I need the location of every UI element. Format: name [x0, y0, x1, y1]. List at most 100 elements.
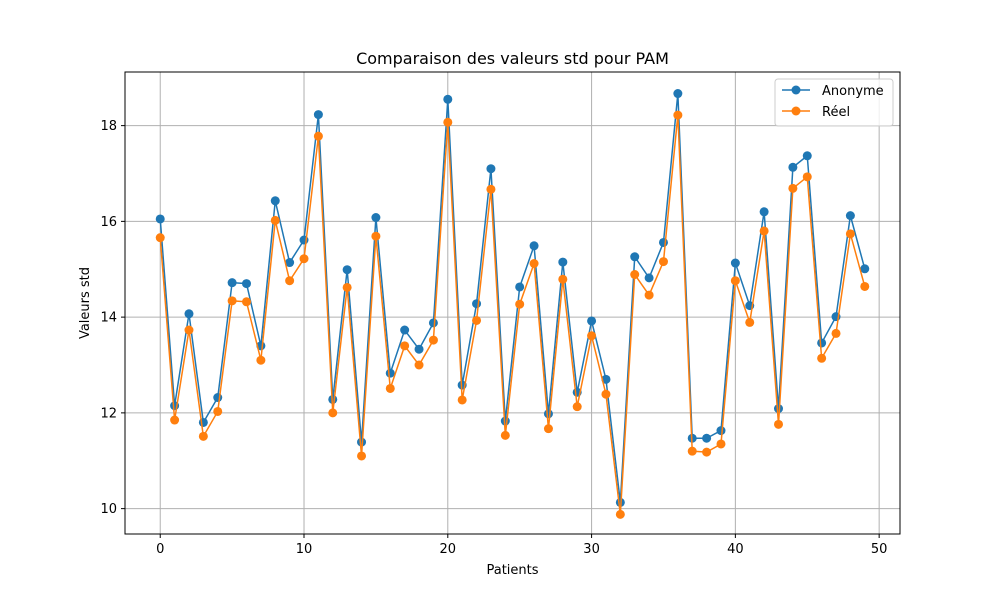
data-point-reel	[673, 110, 683, 120]
data-point-reel	[184, 325, 194, 335]
data-point-anonyme	[587, 316, 597, 326]
data-point-reel	[845, 229, 855, 239]
y-tick-label: 18	[100, 119, 117, 134]
data-point-anonyme	[428, 318, 438, 328]
data-point-reel	[357, 451, 367, 461]
data-point-anonyme	[371, 213, 381, 223]
data-point-reel	[515, 299, 525, 309]
data-point-anonyme	[601, 374, 611, 384]
x-axis-label: Patients	[486, 563, 538, 578]
data-point-reel	[457, 395, 467, 405]
data-point-reel	[170, 415, 180, 425]
data-point-anonyme	[845, 211, 855, 221]
data-point-anonyme	[472, 299, 482, 309]
data-point-reel	[644, 290, 654, 300]
data-point-reel	[472, 315, 482, 325]
data-point-anonyme	[213, 393, 223, 403]
data-point-reel	[256, 355, 266, 365]
data-point-anonyme	[242, 279, 251, 289]
data-point-anonyme	[342, 265, 352, 275]
data-point-anonyme	[702, 433, 712, 443]
data-point-anonyme	[285, 258, 295, 268]
data-point-anonyme	[644, 273, 654, 283]
data-point-anonyme	[155, 214, 165, 224]
data-point-reel	[658, 257, 668, 267]
y-tick-label: 16	[100, 215, 117, 230]
data-point-anonyme	[730, 258, 740, 268]
data-point-reel	[342, 282, 352, 292]
data-point-reel	[587, 331, 597, 341]
data-point-reel	[500, 430, 510, 440]
data-point-reel	[313, 131, 323, 141]
data-point-reel	[831, 328, 841, 338]
data-point-anonyme	[443, 94, 453, 104]
data-point-reel	[414, 360, 424, 370]
data-point-reel	[242, 297, 251, 307]
data-point-reel	[155, 233, 165, 243]
data-point-reel	[299, 254, 309, 264]
chart-title: Comparaison des valeurs std pour PAM	[356, 49, 669, 68]
data-point-reel	[802, 172, 812, 182]
data-point-reel	[716, 439, 726, 449]
x-tick-label: 20	[440, 542, 457, 557]
data-point-reel	[817, 353, 827, 363]
data-point-reel	[702, 447, 712, 457]
data-point-reel	[371, 231, 381, 241]
x-tick-label: 30	[583, 542, 600, 557]
data-point-reel	[788, 183, 798, 193]
y-tick-label: 10	[100, 502, 117, 517]
plot-frame	[124, 71, 901, 535]
data-point-reel	[400, 341, 410, 351]
data-point-reel	[198, 431, 208, 441]
data-point-reel	[428, 335, 438, 345]
y-axis-label: Valeurs std	[78, 267, 93, 339]
legend-label-reel: Réel	[822, 105, 850, 120]
data-point-anonyme	[673, 89, 683, 99]
data-point-anonyme	[543, 409, 553, 419]
data-point-reel	[601, 389, 611, 399]
data-point-reel	[270, 215, 280, 225]
data-point-reel	[745, 317, 755, 327]
series-reel	[155, 110, 870, 519]
data-point-anonyme	[802, 151, 812, 161]
data-point-reel	[615, 509, 625, 519]
x-tick-label: 10	[296, 542, 313, 557]
data-point-reel	[558, 274, 568, 284]
x-axis: 0 10 20 30 40 50	[156, 534, 887, 557]
x-tick-label: 0	[156, 542, 164, 557]
series-layer	[155, 89, 870, 519]
data-point-anonyme	[400, 325, 410, 335]
data-point-reel	[759, 226, 769, 236]
data-point-reel	[630, 270, 640, 280]
legend: Anonyme Réel	[774, 78, 894, 127]
data-point-reel	[730, 276, 740, 286]
data-point-reel	[227, 296, 237, 306]
data-point-reel	[213, 406, 223, 416]
data-point-reel	[543, 424, 553, 434]
data-point-reel	[486, 184, 496, 194]
series-line-anonyme	[159, 93, 866, 503]
data-point-reel	[385, 383, 395, 393]
data-point-anonyme	[529, 241, 539, 251]
data-point-reel	[285, 276, 295, 286]
data-point-reel	[860, 281, 870, 291]
data-point-reel	[572, 402, 582, 412]
data-point-reel	[687, 446, 697, 456]
data-point-reel	[328, 408, 338, 418]
data-point-anonyme	[515, 282, 525, 292]
data-point-anonyme	[357, 437, 367, 447]
legend-marker-reel	[791, 106, 801, 116]
x-tick-label: 50	[871, 542, 888, 557]
data-point-reel	[774, 419, 783, 429]
data-point-anonyme	[759, 207, 769, 217]
data-point-anonyme	[860, 264, 870, 274]
y-tick-label: 14	[100, 311, 117, 326]
data-point-anonyme	[817, 338, 827, 348]
data-point-anonyme	[270, 196, 280, 206]
data-point-anonyme	[716, 426, 726, 436]
data-point-anonyme	[558, 257, 568, 267]
legend-marker-anonyme	[791, 85, 801, 95]
y-axis: 10 12 14 16 18	[100, 119, 125, 517]
data-point-anonyme	[788, 162, 798, 172]
series-line-reel	[159, 115, 866, 515]
